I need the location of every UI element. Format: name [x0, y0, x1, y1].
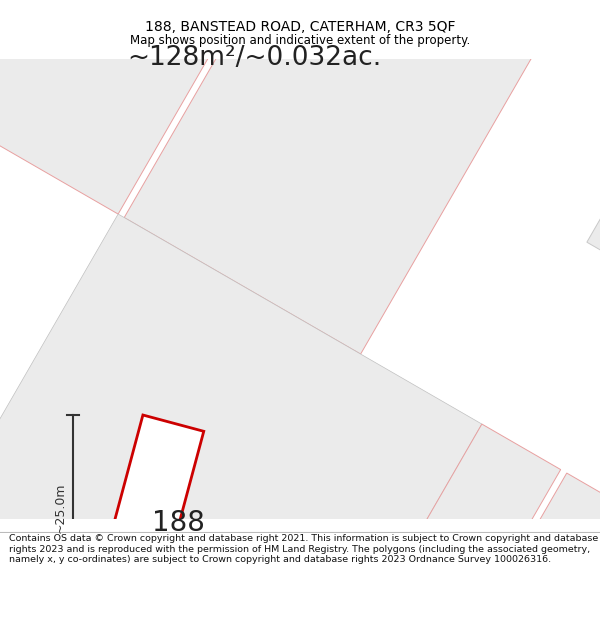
Text: 188: 188 — [152, 509, 205, 537]
Polygon shape — [98, 415, 204, 601]
Text: Contains OS data © Crown copyright and database right 2021. This information is : Contains OS data © Crown copyright and d… — [9, 534, 598, 564]
Polygon shape — [0, 214, 482, 625]
Text: ~128m²/~0.032ac.: ~128m²/~0.032ac. — [128, 45, 382, 71]
Polygon shape — [587, 0, 600, 418]
Text: Map shows position and indicative extent of the property.: Map shows position and indicative extent… — [130, 34, 470, 47]
Polygon shape — [132, 424, 560, 625]
Text: 188, BANSTEAD ROAD, CATERHAM, CR3 5QF: 188, BANSTEAD ROAD, CATERHAM, CR3 5QF — [145, 20, 455, 34]
Polygon shape — [472, 620, 600, 625]
Polygon shape — [386, 571, 600, 625]
Polygon shape — [217, 473, 600, 625]
Text: ~25.0m: ~25.0m — [54, 482, 67, 533]
Polygon shape — [302, 522, 600, 625]
Polygon shape — [124, 0, 553, 354]
Polygon shape — [0, 0, 311, 214]
Polygon shape — [334, 0, 600, 26]
Polygon shape — [0, 323, 600, 625]
